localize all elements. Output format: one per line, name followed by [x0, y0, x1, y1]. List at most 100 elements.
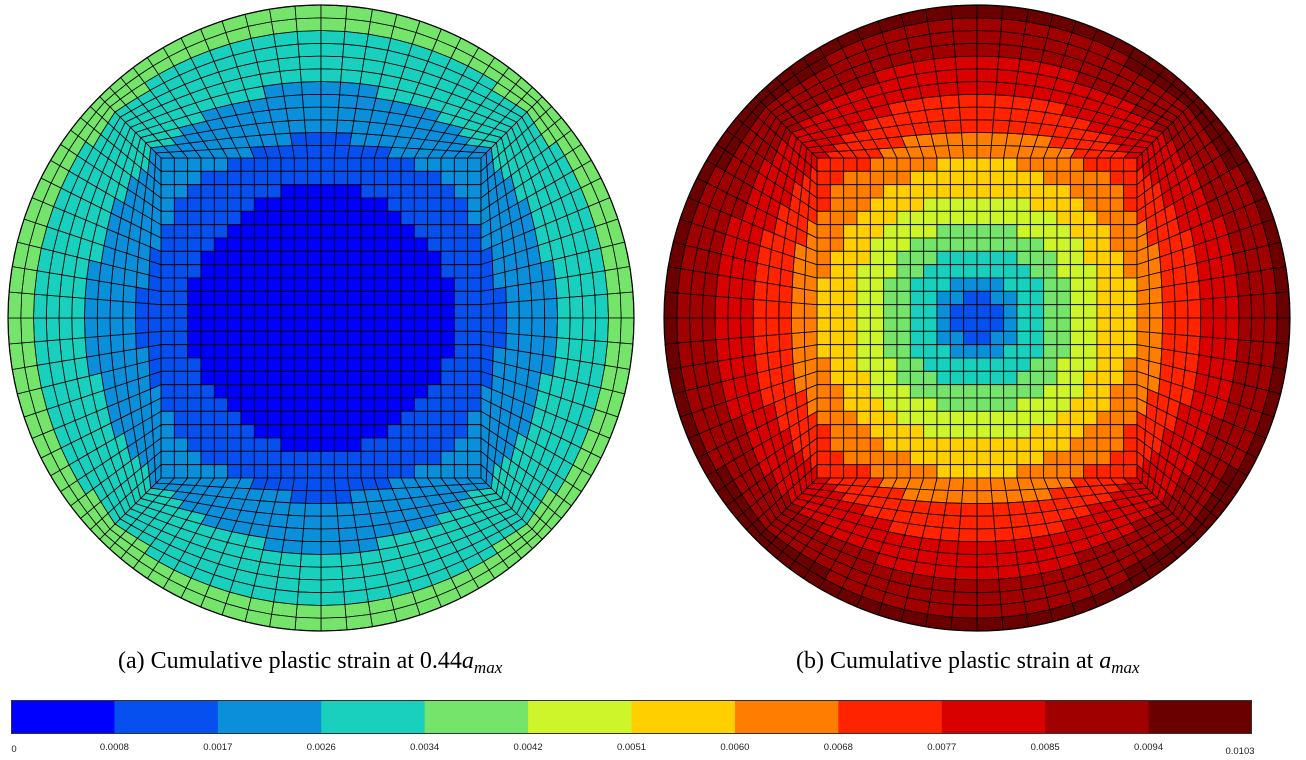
mesh-cell: [160, 384, 175, 399]
mesh-cell: [856, 424, 871, 439]
mesh-cell: [619, 317, 635, 345]
mesh-cell: [994, 94, 1015, 109]
mesh-cell: [883, 290, 898, 306]
mesh-cell: [989, 317, 1005, 332]
mesh-cell: [936, 304, 951, 319]
mesh-cell: [990, 132, 1009, 147]
mesh-cell: [714, 317, 729, 341]
mesh-cell: [923, 370, 938, 386]
mesh-cell: [373, 370, 389, 386]
mesh-cell: [373, 304, 389, 319]
mesh-cell: [267, 210, 282, 226]
mesh-cell: [307, 250, 322, 266]
mesh-cell: [187, 384, 202, 399]
mesh-cell: [909, 237, 925, 252]
mesh-cell: [240, 264, 255, 279]
mesh-cell: [160, 450, 175, 466]
mesh-cell: [976, 604, 1003, 619]
mesh-cell: [227, 304, 242, 319]
mesh-cell: [338, 94, 359, 109]
mesh-cell: [267, 370, 282, 386]
mesh-cell: [400, 250, 415, 266]
mesh-cell: [453, 157, 469, 172]
mesh-cell: [240, 237, 255, 252]
mesh-cell: [1029, 170, 1045, 186]
mesh-cell: [963, 250, 978, 266]
mesh-cell: [1083, 357, 1098, 372]
mesh-cell: [84, 297, 99, 319]
mesh-cell: [453, 290, 469, 306]
mesh-cell: [387, 384, 402, 399]
mesh-cell: [829, 304, 845, 319]
mesh-cell: [936, 170, 951, 186]
mesh-cell: [1003, 330, 1018, 346]
mesh-cell: [453, 264, 469, 279]
mesh-cell: [227, 397, 242, 412]
mesh-cell: [320, 410, 335, 426]
mesh-cell: [413, 197, 429, 212]
mesh-cell: [187, 224, 202, 239]
mesh-cell: [976, 591, 1002, 606]
mesh-cell: [1029, 384, 1045, 399]
mesh-cell: [320, 93, 341, 108]
mesh-cell: [976, 464, 991, 479]
mesh-cell: [963, 184, 978, 199]
mesh-cell: [992, 502, 1011, 517]
mesh-cell: [1069, 210, 1085, 226]
mesh-cell: [937, 539, 959, 555]
mesh-cell: [1003, 157, 1018, 172]
mesh-cell: [909, 410, 925, 426]
mesh-cell: [240, 330, 255, 346]
mesh-cell: [400, 384, 415, 399]
mesh-cell: [594, 293, 609, 319]
mesh-cell: [1109, 184, 1125, 199]
mesh-cell: [427, 290, 442, 306]
mesh-cell: [1043, 224, 1058, 239]
mesh-cell: [883, 157, 898, 172]
mesh-cell: [963, 304, 978, 319]
mesh-cell: [949, 424, 965, 439]
mesh-cell: [896, 237, 911, 252]
mesh-cell: [293, 250, 309, 266]
mesh-cell: [440, 237, 455, 252]
mesh-cell: [829, 317, 845, 332]
mesh-cell: [1083, 370, 1098, 386]
mesh-cell: [816, 464, 831, 479]
mesh-cell: [360, 250, 375, 266]
mesh-cell: [1173, 334, 1189, 354]
mesh-cell: [856, 290, 871, 306]
mesh-cell: [1043, 197, 1058, 212]
mesh-cell: [267, 290, 282, 306]
mesh-cell: [829, 357, 845, 372]
mesh-cell: [936, 344, 951, 359]
mesh-cell: [267, 170, 282, 186]
mesh-cell: [923, 357, 938, 372]
mesh-cell: [1056, 277, 1071, 292]
mesh-cell: [883, 264, 898, 279]
mesh-cell: [856, 237, 871, 252]
mesh-cell: [676, 317, 691, 344]
mesh-cell: [976, 566, 1000, 581]
mesh-cell: [387, 464, 402, 479]
mesh-cell: [320, 277, 335, 292]
mesh-cell: [427, 317, 442, 332]
mesh-cell: [400, 170, 415, 186]
mesh-cell: [816, 344, 831, 359]
mesh-cell: [1016, 424, 1031, 439]
mesh-cell: [923, 464, 938, 479]
mesh-cell: [752, 298, 767, 319]
mesh-cell: [274, 132, 293, 147]
mesh-cell: [816, 410, 831, 426]
mesh-cell: [949, 170, 965, 186]
mesh-cell: [869, 410, 885, 426]
mesh-cell: [320, 477, 336, 492]
mesh-cell: [976, 515, 995, 530]
mesh-cell: [976, 477, 992, 492]
mesh-cell: [187, 290, 202, 306]
mesh-cell: [843, 357, 858, 372]
mesh-cell: [1083, 304, 1098, 319]
mesh-cell: [387, 317, 402, 332]
mesh-cell: [542, 278, 558, 300]
mesh-cell: [976, 370, 991, 386]
mesh-cell: [320, 540, 342, 555]
